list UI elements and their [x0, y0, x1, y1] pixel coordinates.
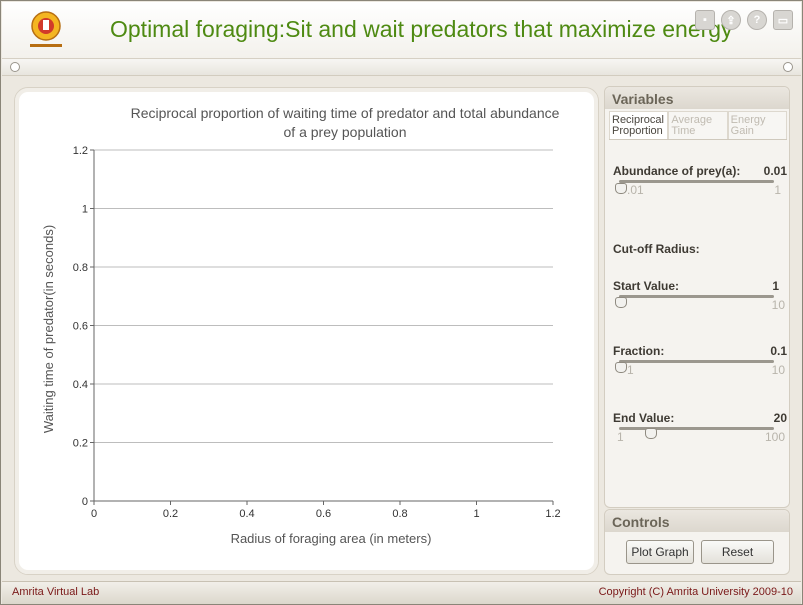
x-tick-label: 0.2 — [163, 508, 178, 520]
x-tick-label: 0.4 — [239, 508, 254, 520]
toolbar-left-knob-icon[interactable] — [10, 62, 20, 72]
y-tick-label: 1.2 — [73, 145, 88, 157]
save-icon[interactable]: ▪ — [695, 10, 715, 30]
footer-copyright: Copyright (C) Amrita University 2009-10 — [598, 586, 793, 598]
tab-average-time[interactable]: Average Time — [668, 111, 728, 139]
abundance-slider-thumb[interactable] — [615, 183, 627, 194]
tab-energy-gain[interactable]: Energy Gain — [727, 111, 787, 139]
end-min: 1 — [617, 430, 624, 444]
end-value-label: End Value: — [613, 411, 675, 425]
chart-svg: Reciprocal proportion of waiting time of… — [41, 105, 561, 546]
abundance-min: .01 — [627, 183, 644, 197]
x-axis-label: Radius of foraging area (in meters) — [231, 531, 432, 546]
abundance-slider-track[interactable] — [619, 180, 774, 183]
variables-tabs: Reciprocal Proportion Average Time Energ… — [609, 111, 787, 140]
help-icon[interactable]: ? — [747, 10, 767, 30]
toolbar-right-knob-icon[interactable] — [783, 62, 793, 72]
controls-panel: Controls Plot Graph Reset — [604, 509, 790, 575]
start-value-label: Start Value: — [613, 279, 680, 293]
fraction-value: 0.1 — [770, 344, 787, 358]
y-tick-label: 0.2 — [73, 438, 88, 450]
start-slider-thumb[interactable] — [615, 297, 627, 308]
start-slider-track[interactable] — [619, 295, 774, 298]
fraction-min: 1 — [627, 363, 634, 377]
chart-panel: Reciprocal proportion of waiting time of… — [14, 87, 599, 575]
y-tick-label: 0 — [82, 496, 88, 508]
footer-brand: Amrita Virtual Lab — [12, 586, 100, 598]
variables-header: Variables — [605, 87, 789, 109]
y-axis-label: Waiting time of predator(in seconds) — [41, 225, 56, 433]
toolbar-strip — [2, 59, 801, 76]
end-slider-track[interactable] — [619, 427, 774, 430]
amrita-logo — [30, 11, 62, 47]
x-tick-labels: 0 0.2 0.4 0.6 0.8 1 1.2 — [91, 501, 561, 520]
cutoff-radius-label: Cut-off Radius: — [613, 242, 700, 256]
fraction-max: 10 — [771, 363, 785, 377]
end-max: 100 — [764, 430, 785, 444]
y-tick-label: 1 — [82, 204, 88, 216]
fraction-slider-thumb[interactable] — [615, 362, 627, 373]
end-value: 20 — [773, 411, 787, 425]
fullscreen-icon[interactable]: ▭ — [773, 10, 793, 30]
abundance-max: 1 — [774, 183, 781, 197]
export-icon[interactable]: ⇪ — [721, 10, 741, 30]
y-tick-label: 0.6 — [73, 321, 88, 333]
y-tick-labels: 0 0.2 0.4 0.6 0.8 1 1.2 — [73, 145, 94, 508]
abundance-label: Abundance of prey(a): — [613, 164, 741, 178]
variables-heading: Variables — [612, 91, 674, 107]
footer-bar: Amrita Virtual Lab Copyright (C) Amrita … — [2, 581, 801, 604]
variables-panel: Variables Reciprocal Proportion Average … — [604, 86, 790, 508]
page-title: Optimal foraging:Sit and wait predators … — [110, 16, 733, 42]
chart-grid — [94, 149, 553, 443]
reset-button[interactable]: Reset — [701, 540, 774, 564]
x-tick-label: 0.6 — [316, 508, 331, 520]
header-bar: Optimal foraging:Sit and wait predators … — [2, 2, 801, 59]
start-max: 10 — [771, 298, 785, 312]
chart-title-line-1: Reciprocal proportion of waiting time of… — [131, 105, 560, 121]
fraction-slider-track[interactable] — [619, 360, 774, 363]
abundance-value: 0.01 — [763, 164, 787, 178]
controls-heading: Controls — [612, 514, 670, 530]
x-tick-label: 1.2 — [545, 508, 560, 520]
header-icons: ▪ ⇪ ? ▭ — [695, 10, 793, 30]
chart-title-line-2: of a prey population — [284, 124, 407, 140]
y-tick-label: 0.4 — [73, 379, 88, 391]
x-tick-label: 1 — [473, 508, 479, 520]
end-slider-thumb[interactable] — [645, 428, 657, 439]
x-tick-label: 0 — [91, 508, 97, 520]
fraction-label: Fraction: — [613, 344, 665, 358]
plot-graph-button[interactable]: Plot Graph — [626, 540, 694, 564]
x-tick-label: 0.8 — [392, 508, 407, 520]
start-value: 1 — [772, 279, 779, 293]
tab-reciprocal-proportion[interactable]: Reciprocal Proportion — [609, 111, 669, 139]
controls-header: Controls — [605, 510, 789, 532]
y-tick-label: 0.8 — [73, 262, 88, 274]
